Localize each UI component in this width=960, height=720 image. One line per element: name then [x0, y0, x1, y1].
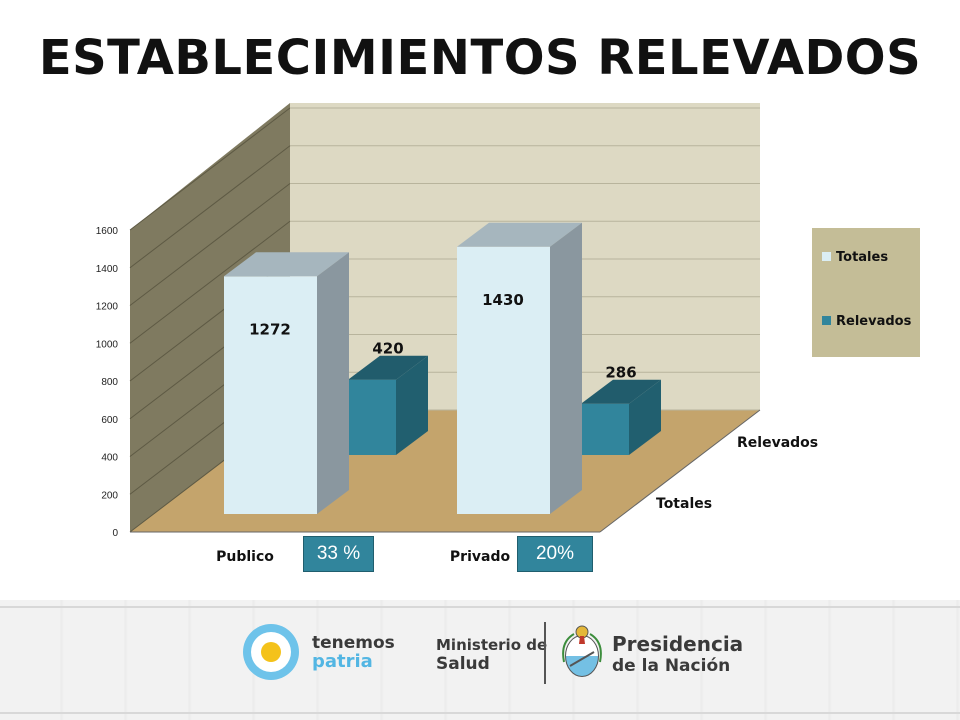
sun-logo-icon: [243, 624, 299, 680]
gridline-side: [129, 183, 291, 306]
bar-chart: 0 200 400 600 800 1000 1200 1400 1600 420 286 1272 1…: [96, 103, 920, 565]
y-tick-label: 1200: [96, 302, 119, 313]
data-label-relevados: 420: [372, 340, 403, 358]
bar-relevados-privado-front: [581, 403, 629, 455]
gridline-side: [129, 107, 291, 231]
legend-swatch-relevados: [822, 316, 831, 325]
legend-swatch-totales: [822, 252, 831, 261]
bar-relevados-publico-top: [348, 355, 428, 380]
ministerio-line-1: Ministerio de: [436, 636, 548, 654]
y-tick-label: 400: [101, 453, 118, 464]
ministerio-line-2: Salud: [436, 654, 490, 674]
y-tick-label: 600: [101, 415, 118, 426]
x-category-label: Privado: [450, 549, 511, 565]
bar-totales-publico-top: [224, 252, 349, 277]
y-tick-label: 0: [112, 528, 118, 539]
data-label-totales: 1430: [482, 291, 524, 309]
percent-box-publico: 33 %: [303, 536, 374, 572]
y-tick-label: 200: [101, 490, 118, 501]
y-tick-label: 1600: [96, 226, 119, 237]
depth-axis-line: [599, 409, 761, 533]
legend-box: [812, 228, 920, 357]
legend-label-relevados: Relevados: [836, 314, 912, 329]
bar-relevados-privado-top: [581, 379, 661, 404]
brand-line-1: tenemos: [312, 633, 395, 653]
bar-relevados-publico-front: [348, 379, 396, 455]
footer-band: [0, 600, 960, 720]
data-label-relevados: 286: [605, 364, 636, 382]
bar-totales-privado-top: [457, 222, 582, 247]
bar-totales-publico-front: [224, 276, 317, 514]
bar-totales-privado-front: [457, 246, 550, 514]
footer-divider: [544, 622, 546, 684]
coat-of-arms-icon: [562, 625, 602, 677]
x-category-label: Publico: [216, 549, 274, 565]
bar-totales-privado-side: [550, 222, 582, 514]
gridline-side: [129, 220, 291, 344]
y-tick-label: 800: [101, 377, 118, 388]
percent-box-privado: 20%: [517, 536, 593, 572]
gridline-side: [129, 145, 291, 269]
y-tick-label: 1000: [96, 339, 119, 350]
legend-label-totales: Totales: [836, 250, 888, 265]
brand-line-2: patria: [312, 651, 373, 672]
y-tick-label: 1400: [96, 264, 119, 275]
depth-axis-label: Relevados: [737, 435, 818, 451]
bar-relevados-privado-side: [629, 379, 661, 455]
depth-axis-label: Totales: [656, 496, 712, 512]
presidencia-line-1: Presidencia: [612, 632, 744, 656]
page-title: ESTABLECIMIENTOS RELEVADOS: [38, 30, 922, 86]
presidencia-line-2: de la Nación: [612, 656, 731, 676]
bar-relevados-publico-side: [396, 355, 428, 455]
bar-totales-publico-side: [317, 252, 349, 514]
data-label-totales: 1272: [249, 320, 291, 338]
